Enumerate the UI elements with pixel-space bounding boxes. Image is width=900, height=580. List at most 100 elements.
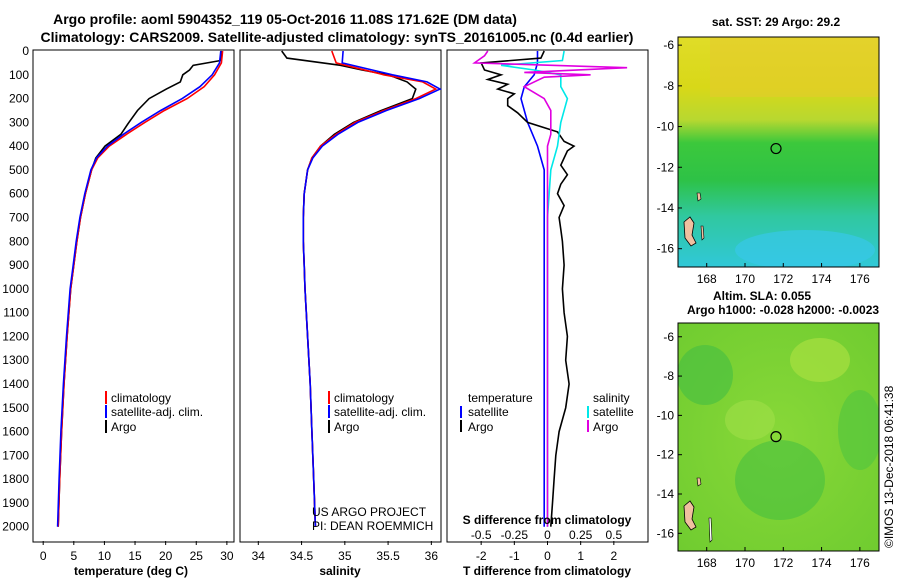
depth-tick-label: 1000 (2, 282, 29, 296)
depth-tick-label: 1300 (2, 353, 29, 367)
depth-tick-label: 300 (9, 115, 29, 129)
depth-tick-label: 0 (22, 44, 29, 58)
temperature-panel: 0 5 10 15 20 25 30 temperature (deg C) climato… (32, 49, 235, 578)
difference-lines (472, 50, 628, 527)
x-tick-label: 10 (98, 549, 112, 563)
x-tick-label: 15 (128, 549, 142, 563)
map-y-tick-label: -6 (663, 38, 674, 52)
map-y-tick-label: -12 (657, 160, 675, 174)
map-y-tick-label: -6 (663, 330, 674, 344)
depth-tick-label: 800 (9, 234, 29, 248)
salinity-panel: 34 34.5 35 35.5 36 salinity climatology sate… (239, 49, 442, 578)
sla-map-panel: Altim. SLA: 0.055 Argo h1000: -0.028 h20… (657, 289, 880, 570)
difference-x-ticks: -2 -1 0 1 2 (476, 541, 617, 563)
sla-high-patch (725, 400, 775, 440)
map-y-tick-label: -14 (657, 487, 675, 501)
pi-annotation: PI: DEAN ROEMMICH (312, 519, 433, 533)
depth-tick-label: 1800 (2, 472, 29, 486)
map-x-tick-label: 168 (697, 272, 717, 286)
depth-tick-label: 900 (9, 258, 29, 272)
x-tick-label: 35 (338, 549, 352, 563)
depth-tick-label: 600 (9, 187, 29, 201)
sla-high-patch (790, 338, 850, 382)
profile-location-marker (770, 142, 782, 155)
s-tick-label: -0.5 (471, 528, 492, 542)
sla-low-patch (838, 390, 879, 470)
difference-legend: temperature satellite Argo salinity sate… (460, 391, 634, 434)
s-tick-label: -0.25 (501, 528, 529, 542)
legend-label-temp-argo: Argo (468, 420, 494, 434)
x-tick-label: 30 (220, 549, 234, 563)
difference-line-temperature-argo (479, 50, 576, 527)
legend-label-climatology: climatology (334, 391, 394, 405)
temperature-lines (56, 50, 224, 527)
island-icon (696, 477, 702, 487)
x-tick-label: 36 (425, 549, 439, 563)
depth-tick-label: 400 (9, 139, 29, 153)
x-tick-label: 0 (40, 549, 47, 563)
legend-label-satellite: satellite-adj. clim. (334, 405, 426, 419)
temperature-line-satellite-adj-clim- (56, 50, 222, 527)
map-x-tick-label: 176 (850, 272, 870, 286)
legend-title-temperature: temperature (468, 391, 533, 405)
map-x-tick-label: 168 (697, 556, 717, 570)
salinity-xlabel: salinity (319, 564, 361, 578)
map-x-tick-label: 172 (773, 272, 793, 286)
temperature-plot-frame (32, 49, 235, 543)
sst-cool-patch (735, 230, 875, 267)
island-icon (683, 500, 697, 531)
sst-warm-patch (710, 37, 879, 97)
temperature-x-ticks: 0 5 10 15 20 25 30 (40, 541, 234, 563)
legend-label-sal-argo: Argo (593, 420, 619, 434)
depth-tick-label: 1200 (2, 329, 29, 343)
legend-label-temp-satellite: satellite (468, 405, 509, 419)
legend-label-climatology: climatology (111, 391, 171, 405)
depth-tick-label: 1600 (2, 425, 29, 439)
salinity-legend: climatology satellite-adj. clim. Argo (328, 391, 426, 434)
legend-label-satellite: satellite-adj. clim. (111, 405, 203, 419)
map-x-tick-label: 170 (735, 272, 755, 286)
depth-tick-label: 1700 (2, 448, 29, 462)
x-tick-label: 34.5 (290, 549, 314, 563)
depth-tick-label: 200 (9, 92, 29, 106)
depth-tick-label: 2000 (2, 520, 29, 534)
map-y-tick-label: -14 (657, 201, 675, 215)
map-x-tick-label: 172 (773, 556, 793, 570)
s-tick-label: 0.25 (569, 528, 593, 542)
depth-tick-label: 1100 (3, 306, 29, 320)
sla-low-patch (678, 345, 733, 405)
imos-credit: ©IMOS 13-Dec-2018 06:41:38 (882, 385, 896, 548)
salinity-x-ticks: 34 34.5 35 35.5 36 (252, 541, 439, 563)
x-tick-label: -1 (509, 549, 520, 563)
sla-map-ticks: 168 170 172 174 176 -6 -8 -10 -12 -14 -16 (657, 330, 871, 570)
project-annotation: US ARGO PROJECT (312, 505, 427, 519)
profile-location-marker (770, 431, 782, 443)
salinity-lines (281, 50, 442, 527)
sst-map-panel: sat. SST: 29 Argo: 29.2 (657, 15, 880, 286)
salinity-plot-frame (239, 49, 442, 543)
map-x-tick-label: 170 (735, 556, 755, 570)
sst-map-title: sat. SST: 29 Argo: 29.2 (712, 15, 841, 29)
x-tick-label: 5 (70, 549, 77, 563)
legend-label-argo: Argo (111, 420, 137, 434)
depth-tick-label: 100 (9, 68, 29, 82)
sla-map-subtitle: Argo h1000: -0.028 h2000: -0.0023 (687, 303, 879, 317)
island-icon (708, 517, 713, 543)
title-line-1: Argo profile: aoml 5904352_119 05-Oct-20… (53, 11, 517, 27)
legend-title-salinity: salinity (593, 391, 630, 405)
depth-tick-label: 1900 (2, 496, 29, 510)
map-y-tick-label: -10 (657, 408, 675, 422)
temperature-xlabel: temperature (deg C) (74, 564, 188, 578)
difference-line-salinity-argo (472, 50, 628, 527)
map-y-tick-label: -8 (663, 369, 674, 383)
sst-map-ticks: 168 170 172 174 176 -6 -8 -10 -12 -14 -16 (657, 38, 871, 286)
legend-label-argo: Argo (334, 420, 360, 434)
sla-map-title: Altim. SLA: 0.055 (713, 289, 811, 303)
x-tick-label: -2 (476, 549, 487, 563)
x-tick-label: 1 (577, 549, 584, 563)
depth-tick-label: 700 (9, 211, 29, 225)
island-icon (683, 216, 697, 247)
salinity-line-satellite-adj-clim- (302, 50, 442, 527)
s-tick-label: 0 (544, 528, 551, 542)
